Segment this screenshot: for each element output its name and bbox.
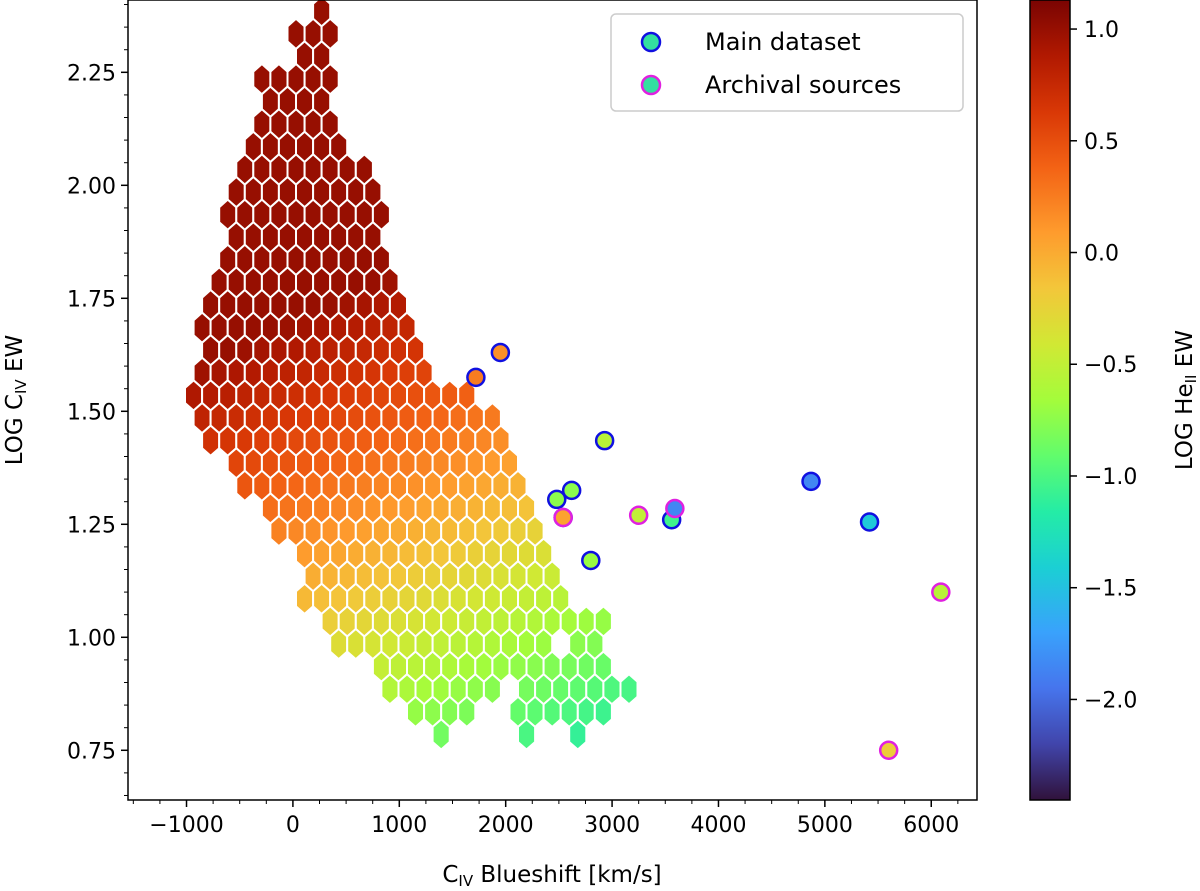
main-dataset-point	[594, 430, 615, 451]
colorbar-tick-label: −0.5	[1084, 353, 1137, 378]
legend-label-archival: Archival sources	[705, 71, 901, 99]
legend-label-main: Main dataset	[705, 28, 861, 56]
x-tick-label: 4000	[690, 813, 746, 838]
colorbar: 1.0 0.5 0.0 −0.5 −1.0 −1.5 −2.0 LOG HeII EW	[1029, 0, 1200, 801]
main-dataset-point	[547, 489, 567, 510]
x-tick-label: 2000	[478, 813, 534, 838]
colorbar-tick-label: −2.0	[1084, 688, 1137, 713]
hexbin-cell	[329, 627, 349, 661]
hexbin-cell	[406, 695, 426, 729]
colorbar-tick-label: 0.0	[1084, 242, 1119, 267]
hexbin-cell	[517, 718, 537, 751]
x-tick-label: 5000	[797, 813, 853, 838]
legend-marker-main	[640, 31, 662, 53]
x-tick-label: 0	[286, 813, 300, 838]
y-tick-label: 0.75	[67, 739, 116, 764]
y-axis-label: LOG CIV EW	[2, 335, 30, 466]
colorbar-frame	[1029, 0, 1071, 801]
main-dataset-point	[490, 342, 511, 363]
y-axis-ticks: 0.75 1.00 1.25 1.50 1.75 2.00 2.25	[67, 4, 128, 796]
hexbin-cell	[568, 718, 588, 751]
archival-source-point	[628, 505, 649, 526]
x-tick-label: 1000	[371, 813, 427, 838]
legend-marker-archival	[640, 74, 662, 96]
archival-source-point	[553, 507, 573, 528]
x-tick-label: 3000	[584, 813, 640, 838]
y-tick-label: 1.00	[67, 626, 116, 651]
hexbin-cell	[431, 718, 451, 751]
main-dataset-point	[801, 471, 821, 492]
hexbin-cell	[593, 695, 613, 729]
colorbar-tick-label: −1.0	[1084, 465, 1137, 490]
x-tick-label: 6000	[903, 813, 959, 838]
hexbin-cell	[235, 469, 255, 503]
colorbar-tick-label: 1.0	[1084, 18, 1119, 43]
y-tick-label: 1.75	[67, 287, 116, 312]
hexbin-cell	[457, 695, 477, 729]
archival-source-point	[931, 582, 951, 602]
scatter-points	[466, 342, 951, 761]
hexbin-cell	[542, 695, 562, 729]
main-dataset-point	[466, 367, 486, 388]
colorbar-gradient	[1030, 0, 1070, 800]
x-axis-ticks: −1000 0 1000 2000 3000 4000 5000 6000	[132, 800, 959, 838]
hexbin-cell	[619, 672, 639, 706]
colorbar-label: LOG HeII EW	[1172, 330, 1200, 470]
legend-box	[610, 13, 964, 112]
plot-frame	[127, 0, 978, 801]
main-dataset-point	[561, 480, 582, 501]
main-dataset-point	[859, 512, 880, 532]
hexbin-cell	[346, 627, 366, 661]
colorbar-ticks: 1.0 0.5 0.0 −0.5 −1.0 −1.5 −2.0	[1070, 18, 1137, 713]
y-tick-label: 2.25	[67, 61, 116, 86]
archival-source-point	[665, 498, 685, 519]
hexbin-cell	[201, 424, 221, 458]
colorbar-tick-label: 0.5	[1084, 130, 1119, 155]
hexbin-cell	[269, 514, 289, 548]
y-tick-label: 1.25	[67, 513, 116, 538]
x-axis-label: CIV Blueshift [km/s]	[442, 862, 661, 890]
hexbin-cell	[482, 672, 502, 706]
hexbin-cell	[380, 672, 400, 706]
y-tick-label: 2.00	[67, 174, 116, 199]
y-tick-label: 1.50	[67, 400, 116, 425]
main-dataset-point	[581, 550, 601, 571]
hexbin-cells	[184, 0, 639, 751]
colorbar-tick-label: −1.5	[1084, 577, 1137, 602]
x-tick-label: −1000	[149, 813, 223, 838]
archival-source-point	[878, 740, 899, 761]
hexbin-cell	[295, 582, 315, 616]
legend: Main dataset Archival sources	[610, 13, 964, 112]
